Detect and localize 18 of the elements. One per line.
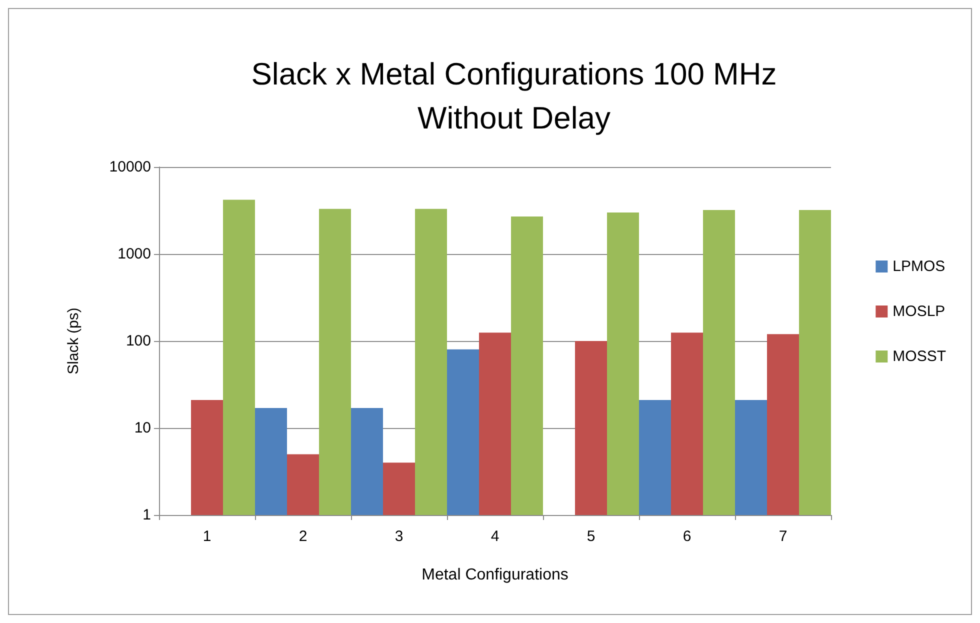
x-tick-label: 5 [586, 528, 596, 545]
legend-label: LPMOS [892, 258, 946, 275]
x-tick-label: 6 [682, 528, 692, 545]
x-tick-label: 2 [298, 528, 308, 545]
x-tick-label: 3 [394, 528, 404, 545]
x-axis-title: Metal Configurations [422, 566, 568, 584]
y-tick-label: 1 [142, 506, 151, 524]
y-tick-label: 10000 [109, 158, 151, 176]
x-tick-label: 7 [778, 528, 788, 545]
x-tick-label: 4 [490, 528, 500, 545]
y-axis-title: Slack (ps) [65, 308, 82, 374]
legend-label: MOSST [892, 348, 946, 365]
y-tick-label: 1000 [118, 246, 151, 262]
legend-label: MOSLP [892, 303, 946, 320]
chart-title: Slack x Metal Configurations 100 MHz Without Delay [251, 56, 777, 136]
x-tick-label: 1 [202, 528, 212, 545]
y-tick-label: 100 [126, 332, 151, 350]
y-tick-label: 10 [134, 420, 151, 436]
